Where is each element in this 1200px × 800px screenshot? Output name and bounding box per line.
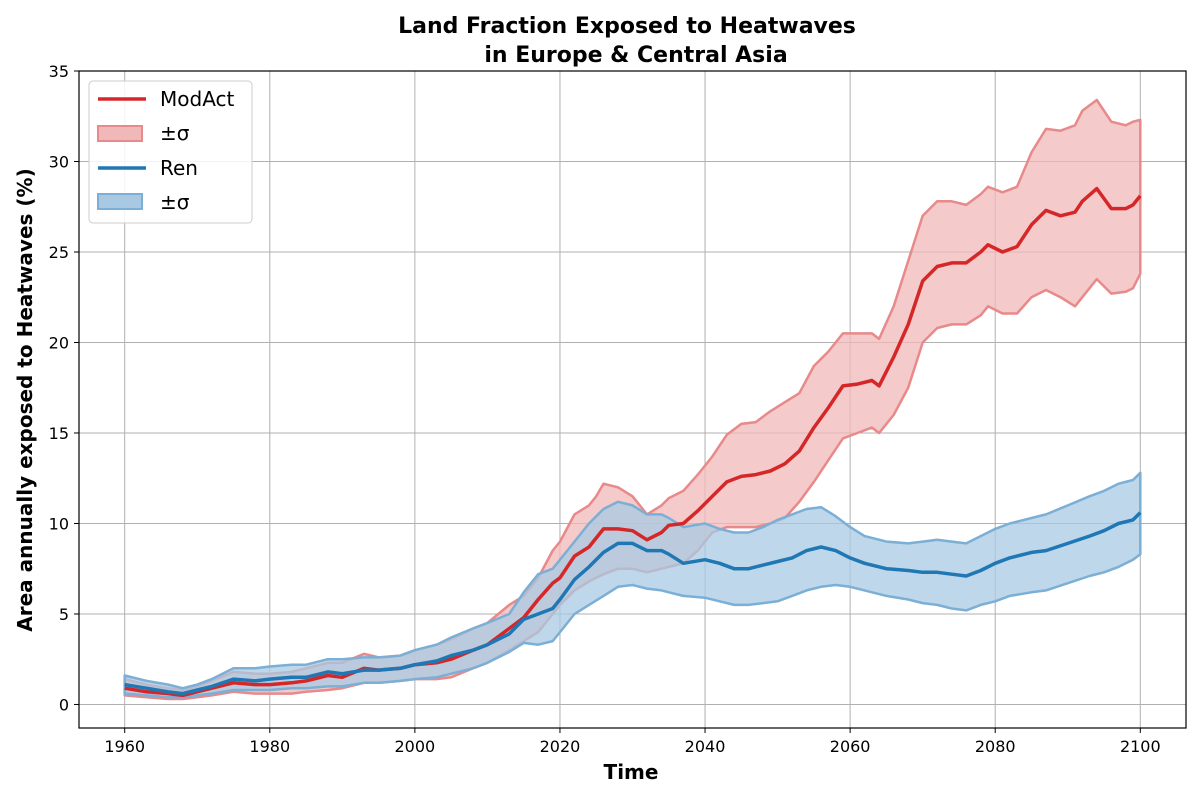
legend-label-ren: Ren [160,156,198,180]
y-tick-label: 15 [49,424,69,443]
y-tick-label: 30 [49,152,69,171]
x-axis-ticks: 1960 1980 2000 2020 2040 2060 2080 2100 [104,728,1161,756]
y-axis-label: Area annually exposed to Heatwaves (%) [13,168,37,631]
legend-box [88,80,253,224]
legend-swatch-ren-band [97,193,143,210]
legend-label-ren-sigma: ±σ [160,190,190,214]
y-tick-label: 20 [49,333,69,352]
legend: ModAct ±σ Ren ±σ [88,80,253,224]
x-tick-label: 2040 [685,737,726,756]
y-tick-label: 5 [59,605,69,624]
modact-mean-line [124,186,1142,698]
ren-mean-line [124,511,1142,696]
x-tick-label: 2020 [540,737,581,756]
x-tick-label: 1980 [249,737,290,756]
x-tick-label: 2080 [975,737,1016,756]
chart-title-line-2: in Europe & Central Asia [484,43,787,68]
uncertainty-bands [123,98,1142,701]
plot-frame [78,70,1187,729]
x-axis-label: Time [604,760,659,784]
x-tick-label: 2000 [395,737,436,756]
legend-label-modact-sigma: ±σ [160,121,190,145]
legend-label-modact: ModAct [160,87,235,111]
y-tick-label: 10 [49,514,69,533]
legend-swatch-modact-band [97,125,143,142]
series-lines [124,186,1142,698]
x-tick-label: 2100 [1120,737,1161,756]
y-tick-label: 0 [59,695,69,714]
y-tick-label: 25 [49,243,69,262]
chart-title-line-1: Land Fraction Exposed to Heatwaves [398,14,856,39]
y-axis-ticks: 0 5 10 15 20 25 30 35 [49,62,79,714]
x-tick-label: 1960 [104,737,145,756]
x-tick-label: 2060 [830,737,871,756]
y-tick-label: 35 [49,62,69,81]
ren-sigma-band [123,471,1142,699]
